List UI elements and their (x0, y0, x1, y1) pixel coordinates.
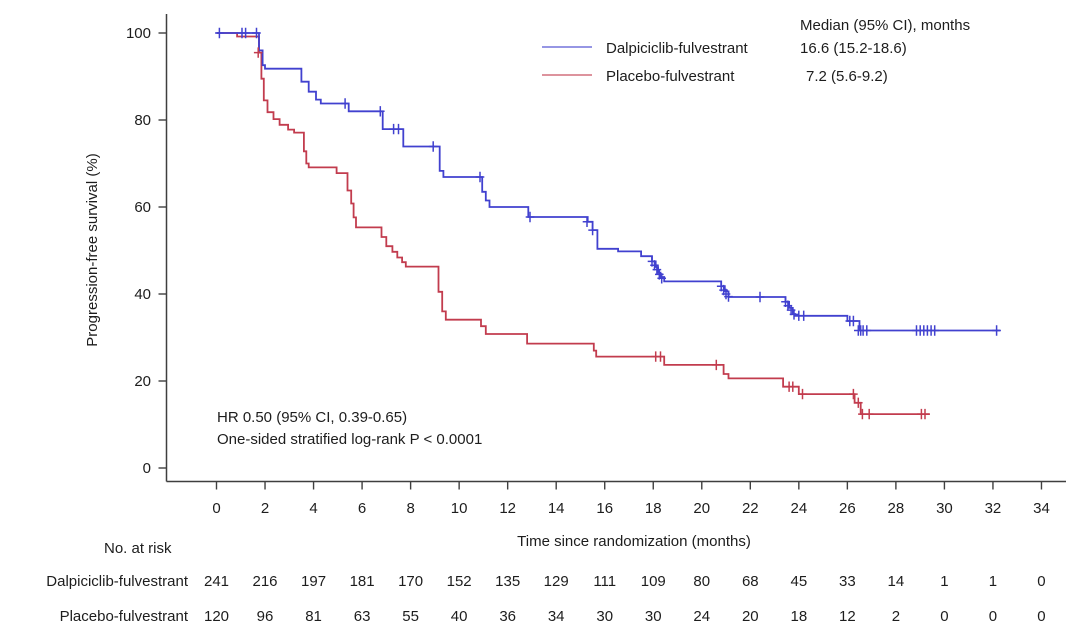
censor-marks-Dalpiciclib-fulvestrant (215, 27, 1001, 336)
risk-count: 109 (641, 573, 666, 590)
y-tick-label: 100 (126, 25, 151, 42)
x-tick-label: 22 (742, 500, 759, 517)
x-axis-title: Time since randomization (months) (517, 533, 751, 550)
risk-count: 34 (548, 608, 565, 625)
risk-count: 55 (402, 608, 419, 625)
y-axis-title: Progression-free survival (%) (84, 153, 101, 346)
curve-Placebo-fulvestrant (216, 32, 930, 415)
y-tick-label: 20 (134, 373, 151, 390)
legend-label-placebo: Placebo-fulvestrant (606, 68, 735, 85)
x-tick-label: 0 (212, 500, 220, 517)
legend-median-placebo: 7.2 (5.6-9.2) (806, 68, 888, 85)
risk-counts-dalpiciclib: 241 216 197 181 170 152 135 129 111 109 80 68 45 33 14… (204, 573, 1046, 590)
x-tick-label: 14 (548, 500, 565, 517)
x-tick-label: 6 (358, 500, 366, 517)
risk-count: 18 (790, 608, 807, 625)
censor-marks-Placebo-fulvestrant (253, 47, 930, 420)
x-tick-label: 28 (888, 500, 905, 517)
y-tick-label: 40 (134, 286, 151, 303)
risk-counts-placebo: 120 96 81 63 55 40 36 34 30 30 24 20 18 12 2 0 0 0 (204, 608, 1046, 625)
risk-count: 1 (989, 573, 997, 590)
annotation: HR 0.50 (95% CI, 0.39-0.65) One-sided st… (217, 409, 482, 448)
risk-count: 30 (645, 608, 662, 625)
risk-count: 241 (204, 573, 229, 590)
x-tick-label: 18 (645, 500, 662, 517)
risk-count: 2 (892, 608, 900, 625)
risk-count: 68 (742, 573, 759, 590)
risk-count: 0 (1037, 573, 1045, 590)
x-tick-label: 26 (839, 500, 856, 517)
risk-count: 36 (499, 608, 516, 625)
risk-count: 12 (839, 608, 856, 625)
x-tick-label: 30 (936, 500, 953, 517)
y-tick-label: 80 (134, 112, 151, 129)
risk-count: 81 (305, 608, 322, 625)
x-tick-label: 34 (1033, 500, 1050, 517)
risk-count: 1 (940, 573, 948, 590)
x-tick-label: 32 (985, 500, 1002, 517)
censor-marks (215, 27, 1001, 420)
risk-count: 129 (544, 573, 569, 590)
legend-median-dalpiciclib: 16.6 (15.2-18.6) (800, 40, 907, 57)
x-tick-label: 16 (596, 500, 613, 517)
risk-count: 152 (447, 573, 472, 590)
x-tick-label: 4 (309, 500, 317, 517)
risk-count: 45 (790, 573, 807, 590)
risk-count: 0 (940, 608, 948, 625)
legend-median-header: Median (95% CI), months (800, 17, 970, 34)
risk-count: 0 (1037, 608, 1045, 625)
legend-label-dalpiciclib: Dalpiciclib-fulvestrant (606, 40, 749, 57)
x-tick-label: 12 (499, 500, 516, 517)
legend: Median (95% CI), months Dalpiciclib-fulv… (542, 17, 970, 85)
survival-curves (216, 32, 1001, 415)
risk-count: 120 (204, 608, 229, 625)
y-tick-label: 0 (143, 460, 151, 477)
risk-count: 135 (495, 573, 520, 590)
x-tick-label: 20 (693, 500, 710, 517)
risk-count: 40 (451, 608, 468, 625)
x-tick-label: 24 (790, 500, 807, 517)
annotation-pvalue: One-sided stratified log-rank P < 0.0001 (217, 431, 482, 448)
risk-row-label-placebo: Placebo-fulvestrant (60, 608, 189, 625)
x-tick-label: 8 (406, 500, 414, 517)
y-tick-label: 60 (134, 199, 151, 216)
risk-count: 197 (301, 573, 326, 590)
risk-count: 14 (888, 573, 905, 590)
risk-count: 216 (253, 573, 278, 590)
risk-table-title: No. at risk (104, 540, 172, 557)
risk-table: No. at risk Dalpiciclib-fulvestrant Plac… (46, 540, 1045, 625)
risk-row-label-dalpiciclib: Dalpiciclib-fulvestrant (46, 573, 189, 590)
risk-count: 96 (257, 608, 274, 625)
risk-count: 111 (593, 573, 616, 590)
x-tick-label: 10 (451, 500, 468, 517)
risk-count: 170 (398, 573, 423, 590)
x-tick-label: 2 (261, 500, 269, 517)
risk-count: 80 (693, 573, 710, 590)
risk-count: 20 (742, 608, 759, 625)
risk-count: 63 (354, 608, 371, 625)
risk-count: 24 (693, 608, 710, 625)
risk-count: 33 (839, 573, 856, 590)
risk-count: 181 (350, 573, 375, 590)
annotation-hr: HR 0.50 (95% CI, 0.39-0.65) (217, 409, 407, 426)
risk-count: 30 (596, 608, 613, 625)
risk-count: 0 (989, 608, 997, 625)
